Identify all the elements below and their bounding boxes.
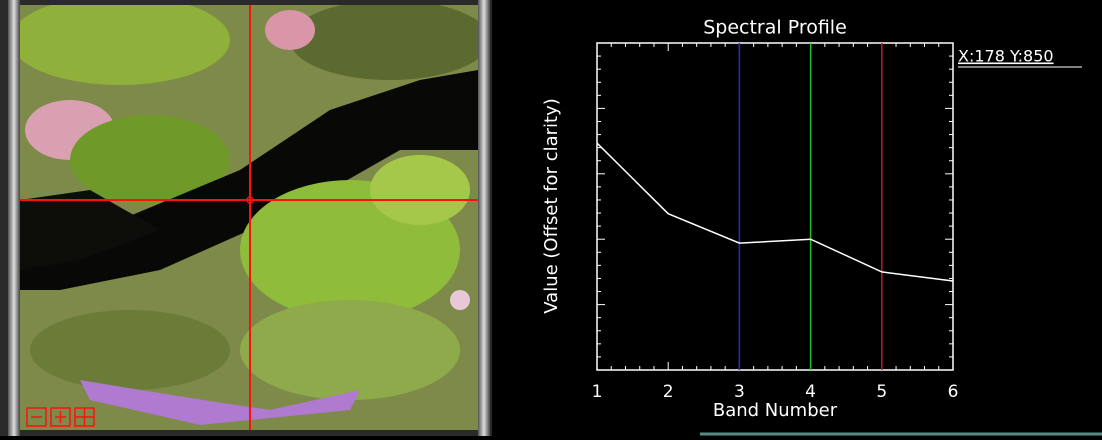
y-axis-label: Value (Offset for clarity) [541,98,562,314]
frame-left [8,0,20,436]
cursor-location: X:178 Y:850 [958,47,1054,66]
x-tick-label: 6 [948,382,959,402]
plot-panel [498,0,1102,436]
x-tick-label: 2 [663,382,674,402]
spectrum-line [596,142,954,282]
x-tick-label: 5 [876,382,887,402]
x-tick-label: 1 [592,382,603,402]
chart-title: Spectral Profile [703,17,847,39]
zoom-in-button[interactable] [50,407,71,427]
x-tick-label: 3 [734,382,745,402]
zoom-out-button[interactable] [26,407,47,427]
x-tick-label: 4 [805,382,816,402]
x-axis-label: Band Number [713,400,838,421]
plot-frame [596,42,954,371]
frame-right [478,0,490,436]
crosshair-center [246,196,254,204]
grid-toggle-button[interactable] [74,407,95,427]
